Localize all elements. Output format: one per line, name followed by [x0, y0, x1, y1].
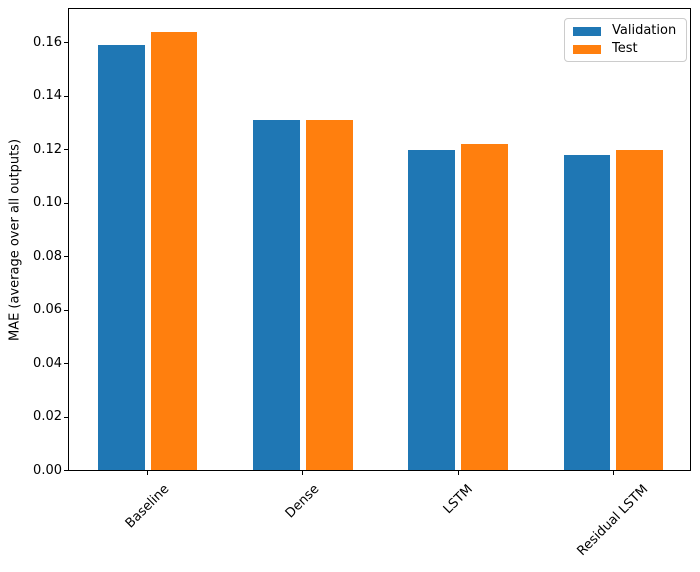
- y-axis-label: MAE (average over all outputs): [7, 138, 23, 342]
- y-tick-mark: [64, 416, 68, 418]
- y-tick-label: 0.06: [33, 302, 62, 318]
- y-tick-label: 0.04: [33, 355, 62, 371]
- x-tick-label: LSTM: [440, 481, 476, 517]
- y-tick-mark: [64, 470, 68, 471]
- x-tick-label: Residual LSTM: [574, 481, 652, 559]
- x-tick-mark: [302, 470, 304, 475]
- y-tick-mark: [64, 149, 68, 151]
- x-tick-mark: [457, 470, 459, 475]
- bar-test-baseline: [150, 32, 198, 471]
- bar-test-lstm: [461, 144, 508, 471]
- y-tick-mark: [64, 363, 68, 365]
- bar-validation-lstm: [408, 149, 455, 471]
- y-tick-label: 0.00: [33, 462, 62, 478]
- y-tick-label: 0.12: [33, 141, 62, 157]
- y-tick-mark: [64, 256, 68, 258]
- y-tick-mark: [64, 95, 68, 97]
- legend-swatch-validation: [573, 26, 601, 36]
- y-tick-label: 0.16: [33, 34, 62, 50]
- x-tick-mark: [147, 470, 149, 475]
- y-tick-mark: [64, 202, 68, 204]
- y-tick-label: 0.02: [33, 409, 62, 425]
- legend-row: Validation: [573, 24, 678, 38]
- y-tick-label: 0.08: [33, 248, 62, 264]
- bar-validation-dense: [253, 120, 300, 471]
- bar-test-residual-lstm: [616, 149, 663, 471]
- bar-validation-residual-lstm: [563, 154, 611, 471]
- y-tick-label: 0.14: [33, 88, 62, 104]
- legend-label-validation: Validation: [612, 23, 677, 38]
- y-tick-label: 0.10: [33, 195, 62, 211]
- x-tick-label: Baseline: [122, 481, 173, 532]
- legend-row: Test: [573, 42, 678, 56]
- legend: Validation Test: [564, 18, 687, 62]
- y-tick-mark: [64, 309, 68, 311]
- y-tick-mark: [64, 42, 68, 44]
- legend-label-test: Test: [612, 41, 638, 56]
- x-tick-label: Dense: [283, 481, 323, 522]
- x-tick-mark: [612, 470, 614, 475]
- bar-validation-baseline: [98, 45, 145, 471]
- bar-test-dense: [306, 120, 353, 471]
- legend-swatch-test: [573, 44, 601, 54]
